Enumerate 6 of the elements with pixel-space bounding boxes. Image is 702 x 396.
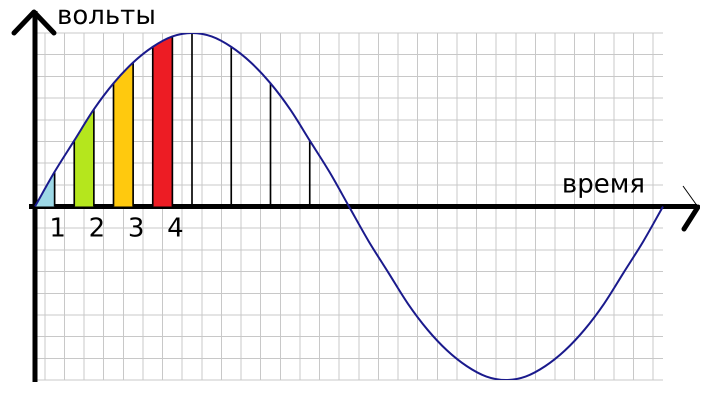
x-tick-label: 4 bbox=[167, 213, 184, 244]
x-tick-label: 3 bbox=[128, 213, 144, 244]
x-axis-title: время bbox=[562, 169, 645, 200]
x-tick-label: 1 bbox=[49, 213, 66, 244]
x-tick-label: 2 bbox=[88, 213, 106, 244]
y-axis-title: вольты bbox=[57, 0, 156, 31]
